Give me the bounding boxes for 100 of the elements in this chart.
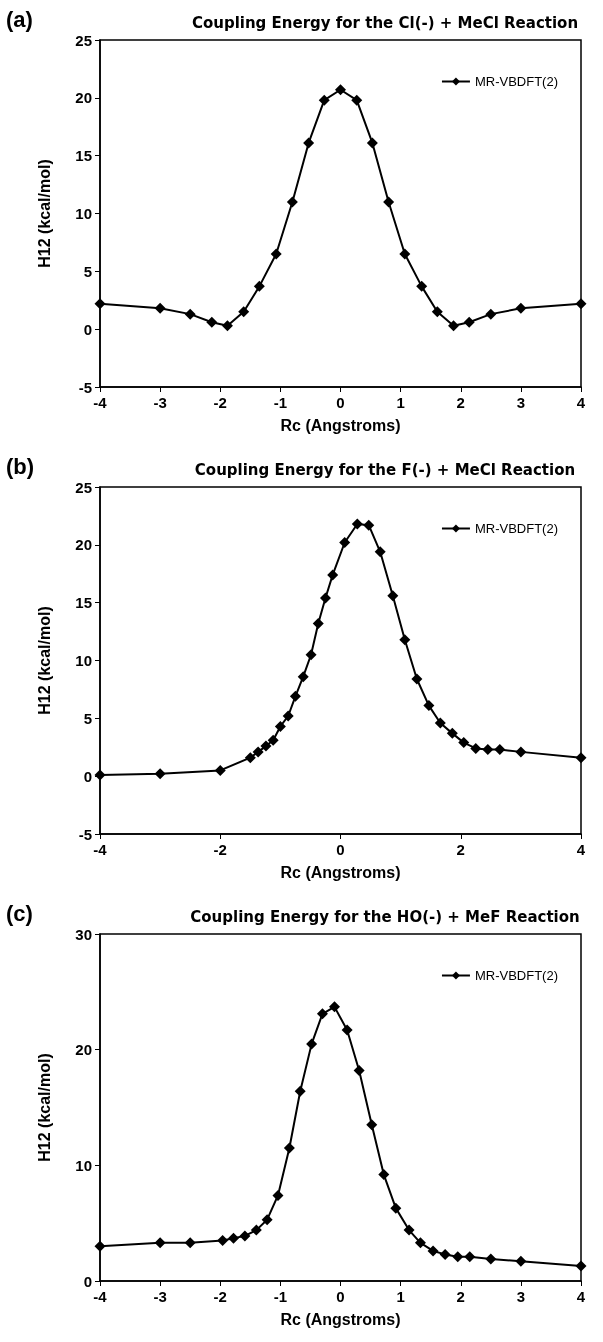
y-axis-title: H12 (kcal/mol): [35, 606, 53, 715]
point: [312, 617, 324, 629]
point: [94, 298, 106, 310]
x-tick-label: -4: [93, 394, 108, 411]
y-tick-label: -5: [78, 378, 92, 396]
text: (b): [6, 453, 35, 479]
point: [286, 196, 298, 208]
legend-label: MR-VBDFT(2): [474, 74, 558, 89]
x-tick-label: 4: [576, 394, 586, 411]
point: [446, 727, 458, 739]
point: [214, 764, 226, 776]
x-axis-title: Rc (Angstroms): [280, 416, 401, 434]
point: [403, 1224, 415, 1236]
point: [351, 94, 363, 106]
point: [274, 720, 286, 732]
point: [335, 84, 346, 96]
point: [363, 519, 375, 531]
point: [328, 1001, 340, 1013]
point: [482, 744, 494, 756]
point: [399, 634, 411, 646]
x-tick-label: -2: [213, 1288, 227, 1305]
point: [305, 649, 317, 661]
y-tick-label: 20: [75, 89, 92, 107]
point: [154, 302, 166, 314]
point: [94, 769, 106, 781]
point: [227, 1232, 239, 1244]
point: [272, 1189, 284, 1201]
point: [154, 768, 166, 780]
point: [221, 320, 233, 332]
point: [339, 537, 351, 549]
point: [494, 744, 506, 756]
point: [434, 717, 446, 729]
x-tick-label: 1: [396, 1288, 405, 1305]
x-tick-label: 0: [336, 394, 345, 411]
point: [267, 734, 279, 746]
x-tick-label: -2: [213, 841, 227, 858]
y-tick-label: 15: [75, 594, 92, 612]
point: [575, 1260, 587, 1272]
point: [260, 740, 272, 752]
point: [306, 1038, 318, 1050]
text: (a): [6, 6, 33, 32]
x-tick-label: 2: [456, 394, 465, 411]
point: [289, 690, 301, 702]
x-tick-label: -2: [213, 394, 227, 411]
point: [261, 1214, 273, 1226]
x-tick-label: -3: [153, 1288, 167, 1305]
point: [294, 1085, 306, 1097]
point: [470, 742, 482, 754]
point: [318, 94, 330, 106]
point: [297, 671, 309, 683]
point: [399, 248, 411, 260]
y-axis-title: H12 (kcal/mol): [35, 1053, 53, 1162]
y-tick-label: 5: [83, 709, 92, 727]
point: [250, 1224, 262, 1236]
point: [239, 1230, 251, 1242]
y-axis-title: H12 (kcal/mol): [35, 159, 53, 268]
x-tick-label: 3: [516, 1288, 526, 1305]
point: [353, 1064, 365, 1076]
point: [253, 280, 265, 292]
y-tick-label: 10: [75, 652, 92, 669]
point: [485, 308, 497, 320]
x-axis-title: Rc (Angstroms): [280, 1310, 401, 1328]
x-tick-label: -4: [93, 1288, 108, 1305]
x-tick-label: -1: [273, 394, 288, 411]
point: [378, 1169, 390, 1181]
point: [238, 306, 250, 318]
point: [458, 737, 470, 749]
point: [94, 1240, 106, 1252]
point: [383, 196, 395, 208]
y-tick-label: 0: [83, 320, 92, 338]
x-tick-label: 2: [456, 1288, 465, 1305]
point: [366, 137, 378, 149]
y-tick-label: 0: [83, 767, 92, 785]
point: [217, 1235, 229, 1247]
y-tick-label: 15: [75, 147, 92, 165]
x-axis-title: Rc (Angstroms): [280, 863, 401, 881]
point: [439, 1248, 451, 1260]
x-tick-label: 4: [576, 1288, 586, 1305]
point: [464, 1251, 476, 1263]
point: [427, 1245, 439, 1257]
y-tick-label: 20: [75, 536, 92, 554]
point: [366, 1119, 378, 1131]
point: [154, 1237, 166, 1249]
chart-title: Coupling Energy for the F(-) + MeCl Reaction: [194, 460, 576, 479]
y-tick-label: 30: [75, 925, 92, 943]
point: [351, 518, 363, 530]
x-tick-label: 1: [396, 394, 405, 411]
x-tick-label: 3: [516, 394, 526, 411]
chart-title: Coupling Energy for the HO(-) + MeF Reaction: [190, 907, 580, 926]
text: (c): [6, 900, 33, 926]
point: [423, 700, 435, 712]
point: [184, 1237, 196, 1249]
x-tick-label: -3: [153, 394, 167, 411]
x-tick-label: 0: [336, 841, 345, 858]
point: [414, 1237, 426, 1249]
x-tick-label: 2: [456, 841, 465, 858]
point: [452, 1251, 464, 1263]
point: [575, 752, 587, 764]
chart-title: Coupling Energy for the Cl(-) + MeCl Reaction: [191, 13, 579, 32]
point: [184, 308, 196, 320]
